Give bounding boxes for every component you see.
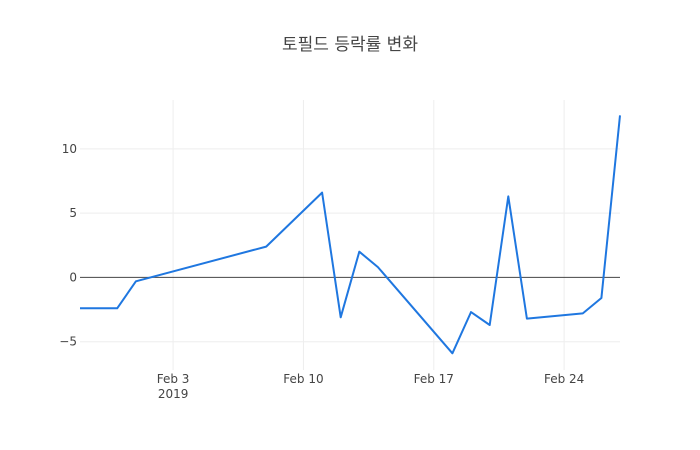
grid-layer [80,100,620,370]
x-tick-year-label: 2019 [158,387,189,401]
series-line [80,115,621,355]
y-tick-label: −5 [59,335,77,349]
x-tick-label: Feb 17 [414,372,454,386]
x-tick-label: Feb 10 [283,372,323,386]
y-tick-label: 5 [69,206,77,220]
x-tick-label: Feb 24 [544,372,584,386]
series-layer [80,115,621,355]
y-tick-label: 0 [69,270,77,284]
chart-title: 토필드 등락률 변화 [282,35,418,55]
x-tick-label: Feb 3 [157,372,190,386]
y-tick-label: 10 [62,142,77,156]
